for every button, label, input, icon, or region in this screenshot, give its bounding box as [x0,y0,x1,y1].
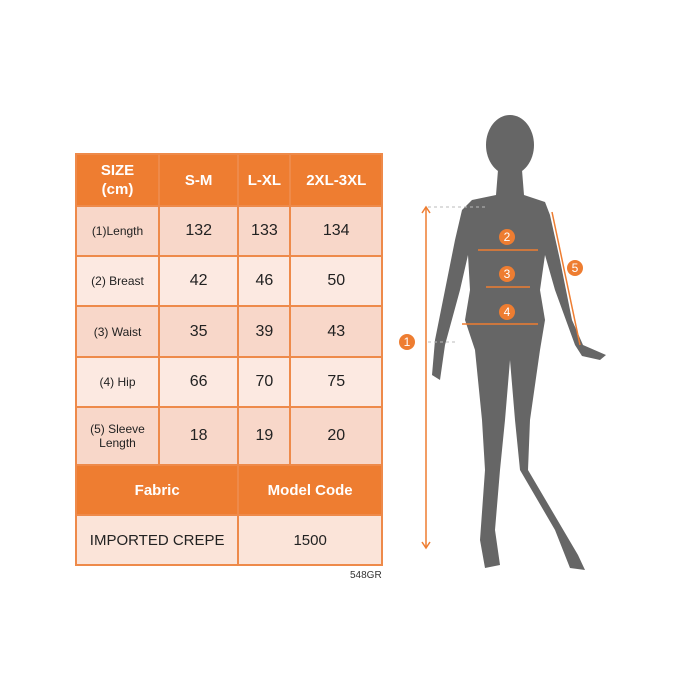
header-2xl-3xl: 2XL-3XL [289,153,383,207]
row-label: (3) Waist [75,305,160,358]
cell: 43 [289,305,383,358]
table-row: (5) Sleeve Length 18 19 20 [75,406,383,466]
header-l-xl: L-XL [237,153,292,207]
table-row: (1)Length 132 133 134 [75,205,383,257]
cell: 132 [157,205,240,257]
cell: 133 [237,205,292,257]
product-code: 548GR [350,570,382,581]
fabric-value: IMPORTED CREPE [74,514,240,566]
cell: 20 [289,406,383,466]
measurement-arrows [421,205,581,550]
header-size: SIZE (cm) [75,153,160,207]
table-row: (4) Hip 66 70 75 [75,356,383,408]
size-chart-table: SIZE (cm) S-M L-XL 2XL-3XL (1)Length 132… [74,153,383,566]
row-label: (5) Sleeve Length [75,406,160,466]
guide-lines [428,206,486,343]
woman-silhouette [432,115,606,570]
table-row: (2) Breast 42 46 50 [75,255,383,307]
cell: 66 [157,356,240,408]
table-row: (3) Waist 35 39 43 [75,305,383,358]
cell: 134 [289,205,383,257]
cell: 19 [237,406,292,466]
marker-3: 3 [504,267,511,281]
marker-4: 4 [504,305,511,319]
model-code-label: Model Code [237,464,383,516]
fabric-value-row: IMPORTED CREPE 1500 [74,514,383,566]
model-code-value: 1500 [237,514,383,566]
cell: 18 [157,406,240,466]
cell: 50 [289,255,383,307]
fabric-header-row: Fabric Model Code [74,464,383,516]
cell: 70 [237,356,292,408]
cell: 75 [289,356,383,408]
measurement-markers: 1 2 3 4 5 [399,229,583,350]
marker-2: 2 [504,230,511,244]
cell: 42 [157,255,240,307]
row-label: (2) Breast [75,255,160,307]
cell: 39 [237,305,292,358]
cell: 46 [237,255,292,307]
cell: 35 [157,305,240,358]
row-label: (1)Length [75,205,160,257]
marker-5: 5 [572,261,579,275]
row-label: (4) Hip [75,356,160,408]
marker-1: 1 [404,335,411,349]
table-header-row: SIZE (cm) S-M L-XL 2XL-3XL [75,153,383,207]
fabric-label: Fabric [74,464,240,516]
header-s-m: S-M [157,153,240,207]
